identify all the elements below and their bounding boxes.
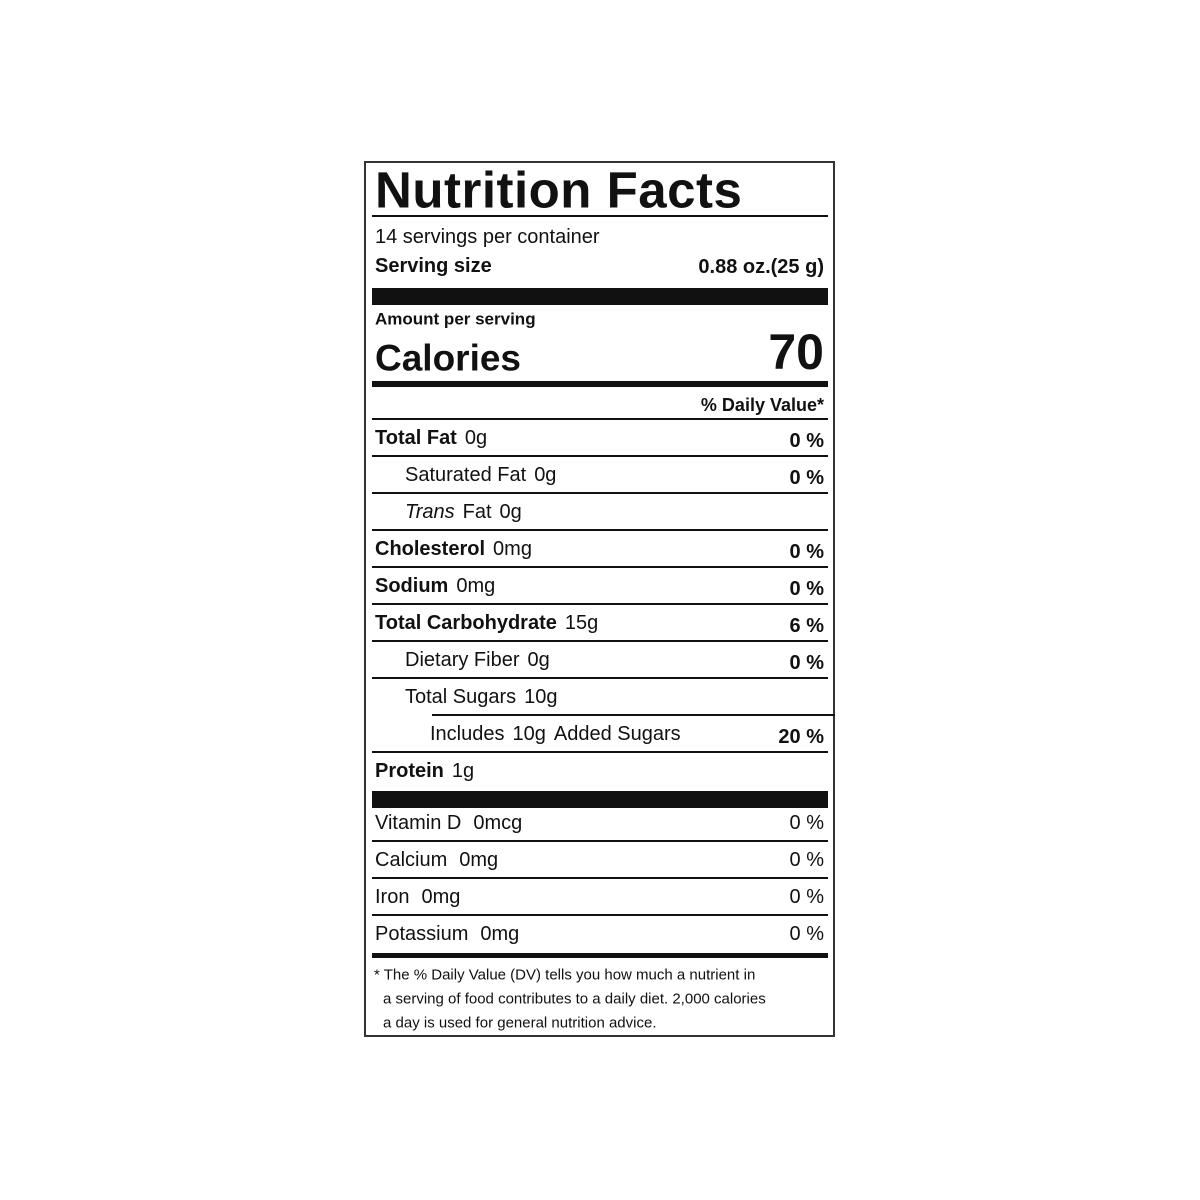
nutrient-dv: 0 % (789, 541, 824, 563)
nutrient-amount: 0g (527, 649, 550, 671)
nutrient-dv: 0 % (789, 467, 824, 489)
nutrient-row: Dietary Fiber 0g (405, 650, 550, 670)
vitamin-name: Potassium (375, 923, 469, 945)
nutrient-name: Total Carbohydrate (375, 612, 557, 634)
nutrient-dv: 6 % (789, 615, 824, 637)
rule (372, 751, 828, 753)
vitamin-amount: 0mg (421, 886, 461, 908)
nutrient-name: Total Fat (375, 427, 457, 449)
nutrient-amount: 0g (499, 501, 522, 523)
nutrient-name: Added Sugars (553, 723, 681, 745)
vitamin-amount: 0mg (459, 849, 499, 871)
nutrient-row: Protein 1g (375, 761, 474, 781)
nutrient-name-italic: Trans (405, 501, 455, 523)
vitamin-dv: 0 % (789, 812, 824, 834)
nutrient-dv: 0 % (789, 578, 824, 600)
vitamin-name: Vitamin D (375, 812, 462, 834)
medium-bar (372, 381, 828, 387)
nutrient-amount: 0mg (493, 538, 532, 560)
nutrient-row: Total Fat 0g (375, 428, 487, 448)
calories-label: Calories (375, 337, 522, 379)
rule (372, 877, 828, 879)
rule (372, 529, 828, 531)
nutrient-amount: 0mg (456, 575, 496, 597)
rule (372, 492, 828, 494)
rule (372, 677, 828, 679)
nutrient-row: Sodium 0mg (375, 576, 495, 596)
rule (372, 455, 828, 457)
vitamin-name: Iron (375, 886, 410, 908)
thick-bar (372, 288, 828, 305)
rule (372, 840, 828, 842)
vitamin-row: Vitamin D 0mcg (375, 813, 522, 833)
rule (372, 603, 828, 605)
vitamin-dv: 0 % (789, 849, 824, 871)
nutrient-name: Cholesterol (375, 538, 486, 560)
rule (372, 640, 828, 642)
serving-size-value: 0.88 oz.(25 g) (698, 256, 824, 278)
vitamin-amount: 0mg (480, 923, 520, 945)
amount-per-serving: Amount per serving (375, 309, 536, 329)
nutrition-label (364, 161, 835, 1037)
vitamin-amount: 0mcg (473, 812, 523, 834)
vitamin-row: Potassium 0mg (375, 924, 519, 944)
nutrient-dv: 0 % (789, 652, 824, 674)
nutrient-row: Total Carbohydrate 15g (375, 613, 598, 633)
nutrient-row: Cholesterol 0mg (375, 539, 532, 559)
medium-bar (372, 953, 828, 958)
rule (372, 566, 828, 568)
daily-value-header: % Daily Value* (700, 395, 824, 415)
vitamin-dv: 0 % (789, 923, 824, 945)
vitamin-row: Calcium 0mg (375, 850, 498, 870)
nutrient-name: Protein (375, 760, 444, 782)
nutrient-amount: 0g (534, 464, 557, 486)
serving-size-label: Serving size (375, 255, 492, 277)
nutrient-row: Total Sugars 10g (405, 687, 558, 707)
rule (372, 418, 828, 420)
nutrient-dv: 0 % (789, 430, 824, 452)
nutrient-name: Saturated Fat (405, 464, 527, 486)
footnote-line: a day is used for general nutrition advi… (383, 1014, 657, 1032)
nutrient-amount: 1g (451, 760, 475, 782)
thick-bar (372, 791, 828, 808)
title: Nutrition Facts (375, 161, 743, 219)
nutrient-amount: 10g (524, 686, 558, 708)
nutrient-name: Total Sugars (405, 686, 517, 708)
nutrient-prefix: Includes (430, 723, 505, 745)
nutrient-row: Saturated Fat 0g (405, 465, 556, 485)
footnote-line: a serving of food contributes to a daily… (383, 990, 766, 1008)
vitamin-dv: 0 % (789, 886, 824, 908)
nutrient-amount: 15g (564, 612, 599, 634)
nutrient-name: Fat (462, 501, 492, 523)
nutrient-name: Dietary Fiber (405, 649, 520, 671)
nutrient-name: Sodium (375, 575, 449, 597)
rule (432, 714, 835, 716)
nutrient-dv: 20 % (778, 726, 824, 748)
nutrient-amount: 0g (464, 427, 488, 449)
rule (372, 215, 828, 217)
footnote-line: * The % Daily Value (DV) tells you how m… (374, 966, 756, 984)
rule (372, 914, 828, 916)
vitamin-row: Iron 0mg (375, 887, 460, 907)
nutrient-amount: 10g (512, 723, 546, 745)
nutrient-row: Includes 10g Added Sugars (430, 724, 681, 744)
servings: 14 servings per container (375, 226, 600, 248)
calories-value: 70 (768, 324, 824, 380)
vitamin-name: Calcium (375, 849, 448, 871)
nutrient-row: Trans Fat 0g (405, 502, 522, 522)
